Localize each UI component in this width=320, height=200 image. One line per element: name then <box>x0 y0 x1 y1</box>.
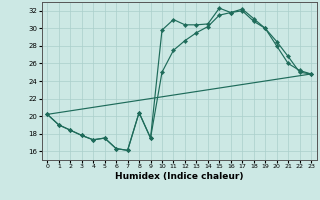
X-axis label: Humidex (Indice chaleur): Humidex (Indice chaleur) <box>115 172 244 181</box>
